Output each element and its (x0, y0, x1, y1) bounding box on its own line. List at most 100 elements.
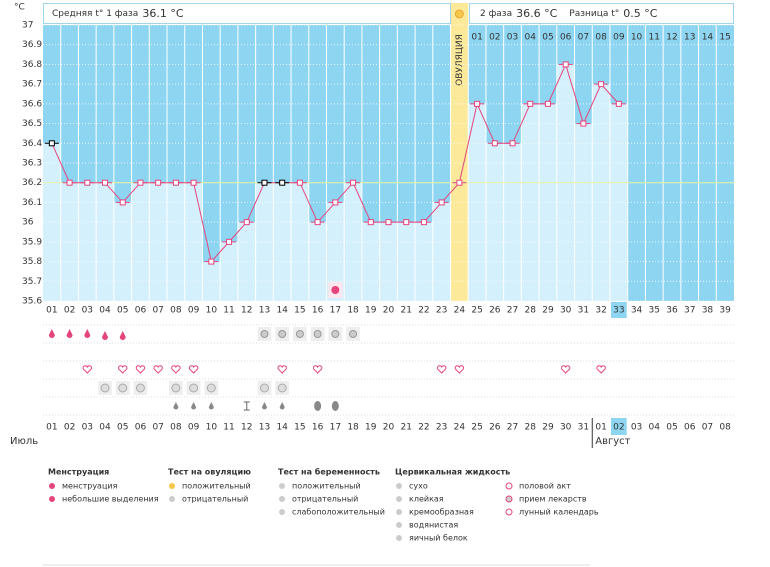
temp-point (172, 179, 179, 186)
ovulation-test-icon (331, 330, 340, 338)
x-tick-label: 19 (365, 306, 377, 316)
x-tick-label: 03 (82, 306, 93, 316)
date-label: 21 (400, 423, 411, 433)
phase2-day: 05 (542, 33, 553, 43)
x-tick-label: 17 (330, 306, 341, 316)
watery-icon (208, 402, 214, 410)
x-tick-label: 32 (595, 306, 606, 316)
legend-item: небольшие выделения (62, 495, 159, 504)
sex-icon (454, 365, 465, 374)
phase1-value: 36.1 °C (142, 7, 184, 20)
pill-icon (135, 383, 145, 393)
ovulation-test-icon (313, 330, 322, 338)
legend-icon (396, 483, 402, 489)
legend-item: яичный белок (409, 534, 468, 543)
date-label: 11 (223, 423, 234, 433)
x-tick-label: 30 (560, 306, 572, 316)
legend-item: водянистая (409, 521, 458, 530)
temp-point (155, 179, 162, 186)
date-label: 07 (702, 423, 713, 433)
legend-title: Менструация (48, 468, 109, 477)
temp-bar (237, 222, 256, 301)
temp-bar (96, 182, 114, 301)
legend-title: Тест на овуляцию (168, 468, 251, 477)
date-label: 01 (46, 423, 57, 433)
legend-icon (279, 496, 285, 502)
legend-item: прием лекарств (519, 495, 587, 504)
x-tick-label: 06 (135, 306, 147, 316)
menstruation-icon (119, 331, 126, 340)
legend-item: отрицательный (182, 495, 248, 504)
temp-point (84, 179, 91, 186)
date-label: 19 (365, 423, 377, 433)
x-tick-label: 04 (99, 306, 111, 316)
phase2-day: 08 (595, 33, 607, 43)
sex-icon (436, 365, 447, 374)
ovulation-label: ОВУЛЯЦИЯ (455, 34, 465, 86)
x-tick-label: 39 (719, 306, 731, 316)
pill-icon (171, 383, 181, 393)
x-tick-label: 08 (170, 306, 182, 316)
y-tick-label: 36.3 (22, 159, 42, 169)
temp-point (314, 219, 321, 226)
pill-icon (100, 383, 110, 393)
x-tick-label: 21 (400, 306, 411, 316)
phase2-day: 13 (684, 33, 695, 43)
x-tick-label: 31 (578, 306, 589, 316)
y-tick-label: 35.8 (22, 257, 42, 267)
legend-icon (396, 535, 402, 541)
temp-point (66, 179, 73, 186)
temp-point (598, 81, 605, 88)
temp-point (367, 219, 374, 226)
date-label: 04 (649, 423, 661, 433)
legend-item: отрицательный (292, 495, 358, 504)
x-tick-label: 37 (684, 306, 695, 316)
date-label: 08 (170, 423, 182, 433)
sex-icon (560, 365, 571, 374)
date-label: 25 (471, 423, 482, 433)
legend-item: менструация (62, 482, 118, 491)
phase2-label: 2 фаза (480, 8, 513, 19)
ovulation-test-icon (278, 330, 287, 338)
legend-title: Цервикальная жидкость (395, 468, 510, 477)
temp-point (296, 179, 303, 186)
phase2-day: 04 (525, 33, 537, 43)
temp-point (190, 179, 197, 186)
x-tick-label: 24 (454, 306, 466, 316)
y-tick-label: 36.8 (22, 60, 42, 70)
phase2-day: 07 (578, 33, 589, 43)
temp-point (332, 199, 339, 206)
temp-point (279, 179, 286, 186)
x-tick-label: 12 (241, 306, 252, 316)
y-tick-label: 36.1 (22, 198, 42, 208)
temp-bar (149, 182, 168, 301)
temp-point (119, 199, 126, 206)
sex-icon (118, 365, 128, 374)
watery-icon (173, 402, 179, 410)
y-tick-label: 36 (22, 218, 34, 228)
x-tick-label: 18 (347, 306, 359, 316)
y-tick-label: 36.7 (22, 80, 42, 90)
x-tick-label: 34 (631, 306, 643, 316)
temp-point (509, 140, 516, 147)
date-label: 20 (383, 423, 395, 433)
legend-item: положительный (292, 482, 361, 491)
eggwhite-icon (314, 401, 322, 411)
phase2-day: 02 (489, 33, 500, 43)
x-tick-label: 13 (259, 306, 270, 316)
diff-label: Разница t° (569, 8, 620, 19)
x-tick-label: 15 (294, 306, 305, 316)
legend-item: половой акт (519, 482, 571, 491)
sticky-icon (243, 401, 250, 411)
legend-icon (49, 496, 55, 502)
legend-icon (396, 522, 402, 528)
x-tick-label: 16 (312, 306, 324, 316)
temp-bar (485, 143, 504, 301)
y-tick-label: 35.6 (22, 297, 42, 307)
menstruation-icon (84, 329, 91, 338)
phase2-day: 11 (649, 33, 660, 43)
pill-icon (259, 383, 269, 393)
temp-point (208, 258, 215, 265)
phase2-day: 14 (702, 33, 714, 43)
